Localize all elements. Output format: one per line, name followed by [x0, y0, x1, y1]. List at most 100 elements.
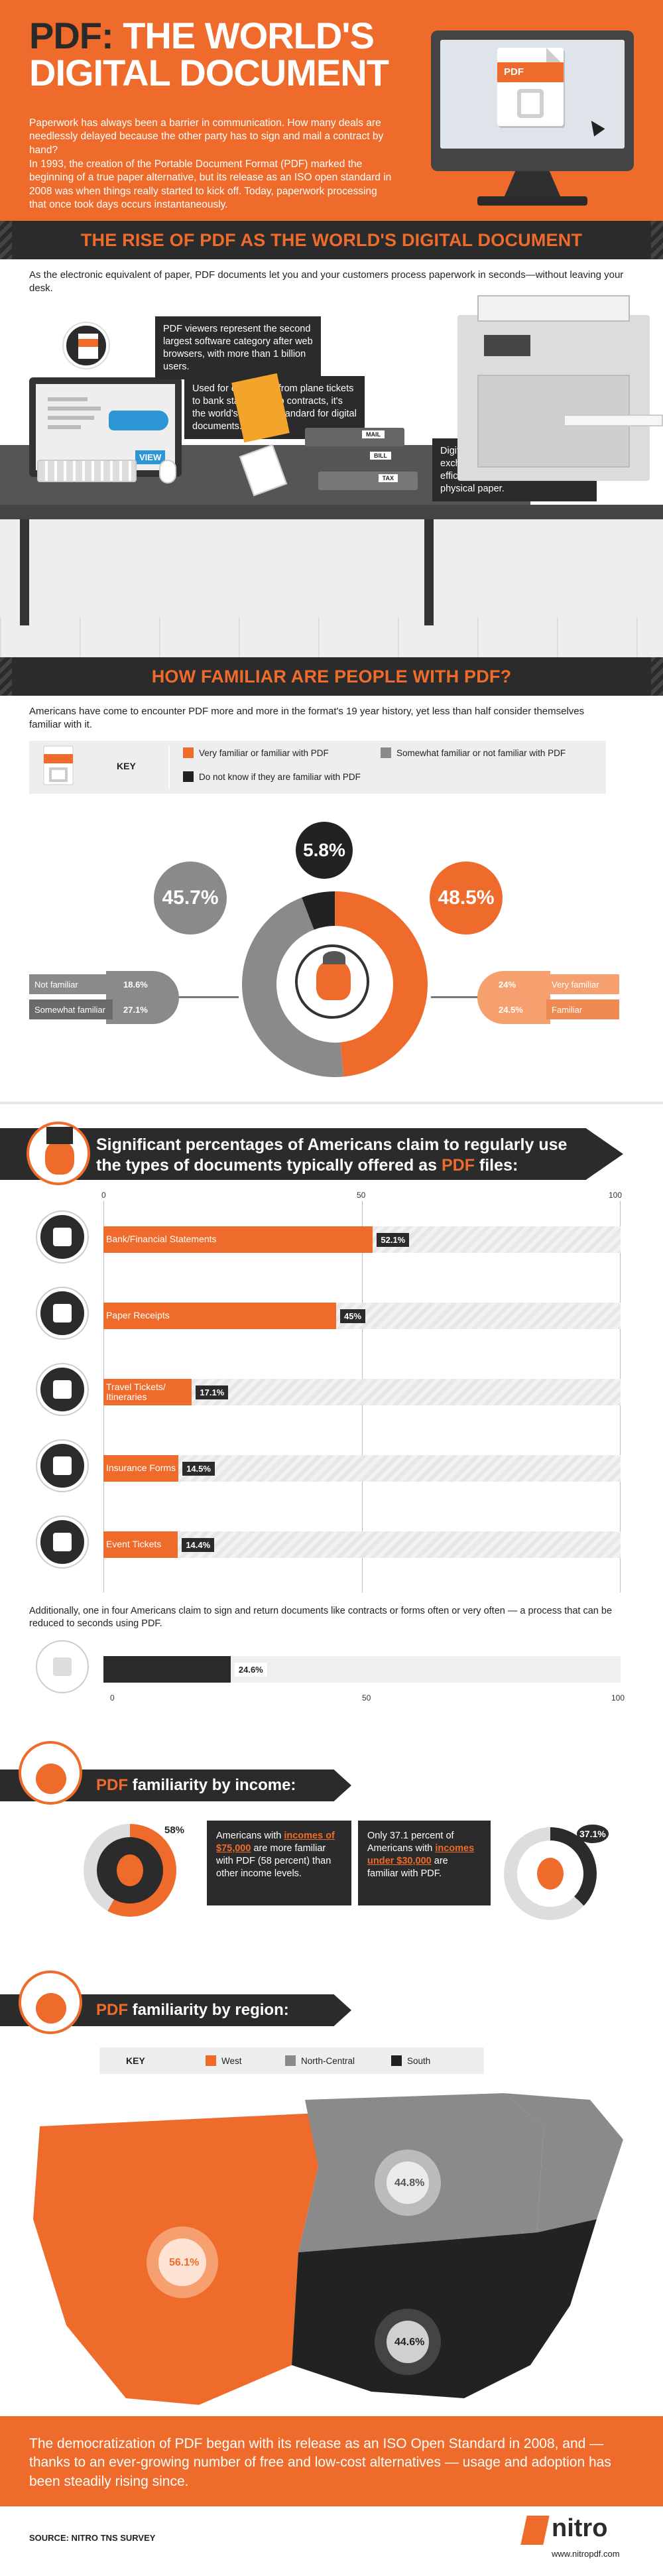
bar-travel: Travel Tickets/ Itineraries [103, 1379, 192, 1405]
view-button: VIEW [135, 450, 166, 464]
left-arrow [179, 996, 239, 998]
right-arrow [431, 996, 477, 998]
rise-section: As the electronic equivalent of paper, P… [0, 259, 663, 657]
not-familiar-label: Not familiar [29, 974, 113, 994]
bar-row-bank: Bank/Financial Statements 52.1% [37, 1212, 621, 1262]
bar-value-events: 14.4% [182, 1538, 215, 1552]
masks-icon [37, 1517, 88, 1567]
income-high-donut [84, 1824, 176, 1917]
us-region-map [33, 2093, 623, 2405]
income-low-text: Only 37.1 percent of Americans with inco… [358, 1821, 491, 1905]
familiar-intro: Americans have come to encounter PDF mor… [29, 706, 585, 730]
pdf-file-icon [43, 745, 74, 785]
doctypes-heading: Significant percentages of Americans cla… [96, 1135, 568, 1175]
bar-bank: Bank/Financial Statements [103, 1226, 373, 1253]
bar-insurance: Insurance Forms [103, 1455, 179, 1482]
monitor-illustration: PDF [431, 31, 634, 171]
west-pct: 56.1% [169, 2257, 200, 2268]
north-central-pct: 44.8% [394, 2177, 425, 2189]
key-unknown: Do not know if they are familiar with PD… [183, 771, 361, 782]
source-label: SOURCE: NITRO TNS SURVEY [29, 2533, 156, 2543]
monitor-base [477, 196, 587, 206]
axis-tick-50: 50 [357, 1191, 366, 1200]
footer-section: The democratization of PDF began with it… [0, 2416, 663, 2569]
not-familiar-value: 18.6% [123, 980, 148, 990]
luggage-icon [37, 1364, 88, 1415]
website-link[interactable]: www.nitropdf.com [552, 2549, 620, 2559]
sign-axis-tick-100: 100 [611, 1693, 625, 1703]
nitro-logo[interactable]: nitro [552, 2514, 608, 2542]
familiar-label: Familiar [546, 999, 619, 1019]
contract-icon [37, 1642, 88, 1692]
nitro-logo-icon [520, 2516, 550, 2545]
footer-band: The democratization of PDF began with it… [0, 2416, 663, 2506]
key-not-familiar: Somewhat familiar or not familiar with P… [381, 747, 566, 758]
rise-intro: As the electronic equivalent of paper, P… [29, 269, 624, 294]
sign-axis-tick-0: 0 [110, 1693, 115, 1703]
somewhat-familiar-label: Somewhat familiar [29, 999, 113, 1019]
bar-value-travel: 17.1% [196, 1385, 229, 1399]
income-low-pct: 37.1% [577, 1825, 609, 1843]
folders-stack: MAIL BILL TAX [225, 392, 424, 505]
bar-events: Event Tickets [103, 1531, 178, 1558]
region-section: PDF familiarity by region: KEY West Nort… [0, 1970, 663, 2416]
cursor-icon [585, 117, 605, 137]
familiar-section: Americans have come to encounter PDF mor… [0, 696, 663, 1102]
bar-sign [103, 1656, 231, 1683]
copier-illustration [457, 295, 663, 481]
bar-value-sign: 24.6% [234, 1663, 267, 1677]
region-mascot-icon [19, 1970, 82, 2034]
receipt-icon [37, 1288, 88, 1338]
axis-tick-0: 0 [101, 1191, 106, 1200]
bar-row-travel: Travel Tickets/ Itineraries 17.1% [37, 1364, 621, 1415]
uncle-sam-mascot-icon [27, 1122, 90, 1185]
map-northeast [504, 2093, 623, 2232]
left-breakdown-semicircle [106, 971, 179, 1024]
bar-row-receipts: Paper Receipts 45% [37, 1288, 621, 1338]
sign-axis-tick-50: 50 [362, 1693, 371, 1703]
somewhat-familiar-value: 27.1% [123, 1005, 148, 1015]
familiar-heading-band: HOW FAMILIAR ARE PEOPLE WITH PDF? [0, 657, 663, 696]
key-familiar: Very familiar or familiar with PDF [183, 747, 329, 758]
key-west: West [206, 2055, 242, 2066]
very-familiar-value: 24% [499, 980, 516, 990]
desk-monitor: VIEW [29, 377, 182, 477]
callout-users: PDF viewers represent the second largest… [155, 316, 321, 380]
income-high-pct: 58% [162, 1822, 188, 1838]
doctypes-heading-band: Significant percentages of Americans cla… [0, 1128, 623, 1180]
map-south [292, 2219, 597, 2398]
right-breakdown-semicircle [477, 971, 550, 1024]
money-bag-icon [537, 1858, 564, 1890]
title-line2: DIGITAL DOCUMENT [29, 52, 389, 94]
rise-heading: THE RISE OF PDF AS THE WORLD'S DIGITAL D… [80, 229, 583, 250]
very-familiar-label: Very familiar [546, 974, 619, 994]
page-title: PDF: THE WORLD'S DIGITAL DOCUMENT [29, 17, 389, 92]
unknown-pct-bubble: 5.8% [296, 822, 353, 879]
sign-note: Additionally, one in four Americans clai… [29, 1606, 613, 1629]
bar-row-insurance: Insurance Forms 14.5% [37, 1441, 621, 1491]
donut-slice-familiar [335, 891, 428, 1077]
income-low-donut [504, 1827, 597, 1920]
familiar-pct-bubble: 48.5% [430, 862, 503, 934]
not-familiar-pct-bubble: 45.7% [154, 862, 227, 934]
bar-receipts: Paper Receipts [103, 1303, 336, 1329]
familiar-heading: HOW FAMILIAR ARE PEOPLE WITH PDF? [151, 666, 512, 686]
pdf-doc-label: PDF [497, 62, 564, 82]
familiar-key: KEY Very familiar or familiar with PDF S… [29, 741, 606, 794]
bar-value-insurance: 14.5% [182, 1462, 215, 1476]
bar-value-bank: 52.1% [377, 1233, 410, 1247]
intro-paragraph-2: In 1993, the creation of the Portable Do… [29, 159, 392, 211]
income-mascot-icon [19, 1741, 82, 1805]
mascot-icon [295, 944, 369, 1019]
key-north-central: North-Central [285, 2055, 355, 2066]
document-types-section: Significant percentages of Americans cla… [0, 1102, 663, 1970]
rise-heading-band: THE RISE OF PDF AS THE WORLD'S DIGITAL D… [0, 221, 663, 259]
pdf-badge-icon [64, 323, 109, 368]
region-key-label: KEY [126, 2055, 145, 2066]
familiar-value: 24.5% [499, 1005, 523, 1015]
bar-row-events: Event Tickets 14.4% [37, 1517, 621, 1567]
bar-row-sign: 24.6% [37, 1642, 621, 1692]
mouse-icon [159, 460, 176, 483]
monitor-screen: PDF [440, 40, 625, 149]
